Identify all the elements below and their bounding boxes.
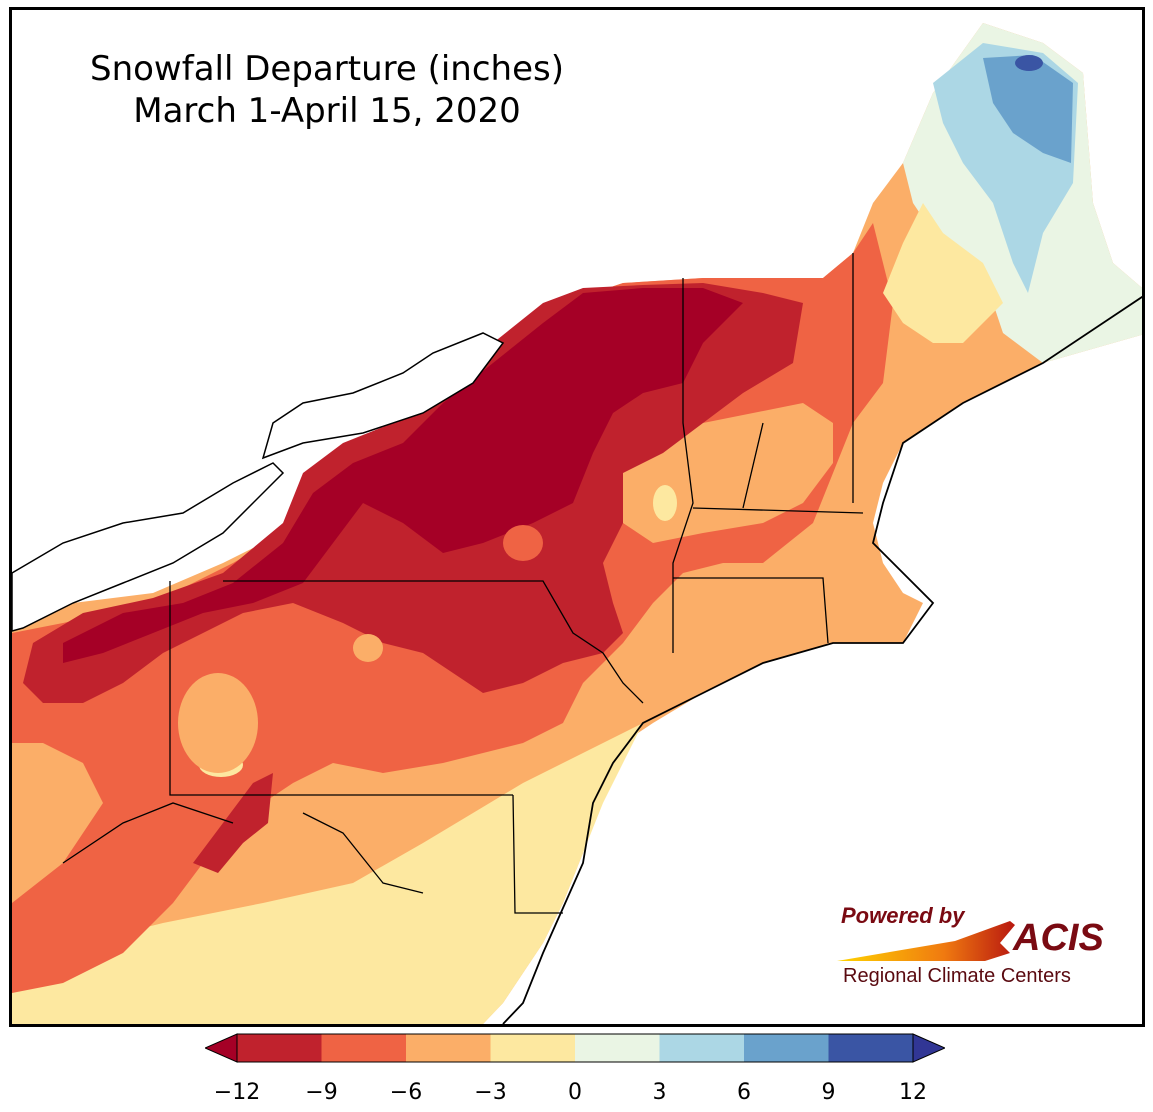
logo-acis: ACIS [1013, 917, 1104, 959]
title-line-2: March 1-April 15, 2020 [133, 91, 521, 131]
colorbar-bin [321, 1034, 406, 1062]
colorbar-tick-label: −9 [305, 1080, 338, 1105]
lake-ontario [261, 332, 505, 460]
colorbar-tick-label: −3 [474, 1080, 507, 1105]
colorbar [205, 1033, 945, 1063]
colorbar-tick-label: 9 [821, 1080, 836, 1105]
region-9-12-maine [1015, 55, 1043, 71]
region-below-minus12-ny [63, 288, 743, 663]
region-minus3-0-maine-coast [883, 203, 1003, 343]
region-minus3-0-spot-pa2 [353, 634, 383, 662]
snowfall-departure-map [12, 23, 1142, 1024]
state-boundaries [62, 253, 864, 914]
colorbar-under-arrow [205, 1033, 238, 1063]
region-minus3-0-south [12, 723, 643, 1024]
colorbar-bin [237, 1034, 322, 1062]
title-line-1: Snowfall Departure (inches) [90, 49, 564, 89]
lake-erie [12, 462, 285, 632]
colorbar-bin [406, 1034, 491, 1062]
logo-tagline: Regional Climate Centers [843, 965, 1071, 987]
colorbar-tick-label: 0 [568, 1080, 582, 1105]
region-minus3-0-nh-spot [653, 485, 677, 521]
colorbar-bin [659, 1034, 744, 1062]
colorbar-bin [575, 1034, 660, 1062]
colorbar-bin [490, 1034, 575, 1062]
colorbar-tick-label: −12 [213, 1080, 261, 1105]
map-frame: Snowfall Departure (inches) March 1-Apri… [9, 7, 1145, 1027]
colorbar-tick-label: 6 [737, 1080, 751, 1105]
colorbar-outline [236, 1033, 914, 1063]
coastline [502, 295, 1142, 1024]
colorbar-tick-label: 12 [899, 1080, 927, 1105]
colorbar-bin [744, 1034, 829, 1062]
region-minus6-minus3-spot-pa3 [178, 673, 258, 773]
logo-powered-by: Powered by [841, 903, 965, 928]
acis-swoosh-icon [837, 921, 1015, 961]
acis-logo: Powered by ACIS Regional Climate Centers [835, 903, 1125, 998]
colorbar-over-arrow [912, 1033, 945, 1063]
region-6-9-maine [983, 55, 1073, 163]
region-minus6-minus3-spot-ny [503, 525, 543, 561]
colorbar-bin [828, 1034, 913, 1062]
colorbar-tick-label: −6 [389, 1080, 423, 1105]
map-title: Snowfall Departure (inches) March 1-Apri… [62, 48, 592, 132]
colorbar-tick-label: 3 [652, 1080, 667, 1105]
